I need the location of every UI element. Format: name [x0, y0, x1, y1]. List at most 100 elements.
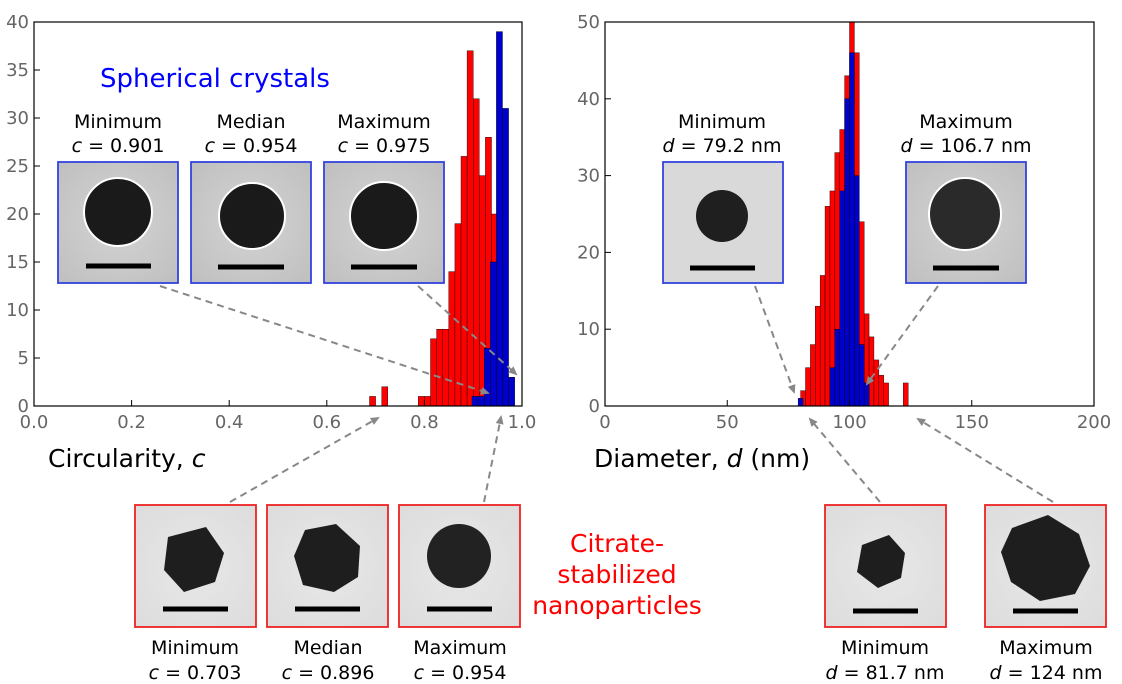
y-tick-label: 30: [6, 108, 29, 129]
x-tick-label: 0.6: [312, 412, 341, 433]
histogram-bar: [466, 50, 474, 407]
histogram-bar: [473, 98, 480, 407]
inset-caption-title: Minimum: [678, 111, 766, 133]
particle-shape: [349, 181, 419, 251]
histogram-bar: [381, 386, 389, 407]
y-tick-label: 40: [577, 89, 600, 110]
histogram-bar: [454, 223, 462, 407]
x-tick-label: 150: [955, 412, 989, 433]
histogram-bar: [844, 98, 850, 407]
left-x-axis-label: Circularity, c: [48, 444, 206, 473]
x-tick-label: 200: [1077, 412, 1111, 433]
histogram-bar: [436, 329, 443, 407]
y-tick-label: 35: [6, 60, 29, 81]
x-tick-label: 0.4: [215, 412, 244, 433]
right-blue-inset-max: Maximum d = 106.7 nm: [900, 111, 1032, 284]
citrate-title-line-3: nanoparticles: [532, 591, 702, 620]
histogram-bar: [477, 396, 485, 407]
arrow-right-red-min: [808, 417, 881, 503]
arrow-left-blue-min: [159, 285, 490, 395]
inset-caption-value: c = 0.954: [205, 135, 298, 157]
particle-shape: [164, 527, 224, 592]
left-blue-inset-median: Median c = 0.954: [190, 111, 312, 284]
inset-caption-title: Maximum: [337, 111, 431, 133]
inset-caption-title: Median: [216, 111, 285, 133]
particle-shape: [857, 535, 905, 588]
left-red-inset-min: Minimum c = 0.703: [134, 504, 257, 684]
arrow-left-red-min: [229, 417, 380, 503]
arrow-left-blue-max: [417, 285, 518, 376]
citrate-title-line-1: Citrate-: [570, 529, 664, 558]
arrow-right-blue-max: [865, 285, 939, 386]
x-tick-label: 0.2: [117, 412, 146, 433]
histogram-bar: [903, 382, 909, 407]
inset-caption-value: c = 0.896: [282, 662, 375, 684]
citrate-title-line-2: stabilized: [557, 560, 676, 589]
histogram-bar: [418, 396, 425, 407]
y-tick-label: 0: [589, 396, 600, 417]
histogram-bar: [369, 396, 376, 407]
right-red-inset-min: Minimum d = 81.7 nm: [824, 504, 947, 684]
left-tick-labels: 0.0 0.2 0.4 0.6 0.8 1.0 0 5 10 15 20 25 30 35 40: [6, 12, 536, 433]
particle-shape: [1001, 515, 1090, 601]
histogram-bar: [834, 329, 840, 407]
histogram-bar: [805, 367, 811, 407]
inset-caption-value: c = 0.975: [338, 135, 431, 157]
histogram-bar: [815, 305, 821, 407]
x-tick-label: 1.0: [508, 412, 537, 433]
histogram-bar: [797, 398, 804, 407]
left-red-inset-max: Maximum c = 0.954: [398, 504, 521, 684]
histogram-bar: [868, 336, 875, 407]
y-tick-label: 20: [577, 242, 600, 263]
particle-shape: [294, 524, 360, 592]
histogram-bar: [430, 338, 437, 407]
y-tick-label: 10: [6, 300, 29, 321]
histogram-bar: [849, 52, 855, 407]
inset-caption-title: Median: [293, 637, 362, 659]
histogram-bar: [824, 206, 831, 407]
histogram-bar: [883, 382, 889, 407]
inset-caption-value: c = 0.901: [72, 135, 165, 157]
y-tick-label: 30: [577, 166, 600, 187]
y-tick-label: 0: [18, 396, 29, 417]
y-tick-label: 50: [577, 12, 600, 33]
inset-caption-title: Minimum: [74, 111, 162, 133]
histogram-bar: [424, 396, 431, 407]
histogram-bar: [810, 344, 816, 407]
particle-shape: [928, 177, 1002, 251]
x-tick-label: 0: [599, 412, 610, 433]
histogram-bar: [471, 396, 479, 407]
histogram-bar: [460, 156, 468, 407]
inset-caption-title: Minimum: [151, 637, 239, 659]
y-tick-label: 40: [6, 12, 29, 33]
inset-caption-value: d = 81.7 nm: [826, 662, 945, 684]
x-tick-label: 0.8: [410, 412, 439, 433]
left-histogram-bars: [369, 31, 515, 407]
left-red-inset-median: Median c = 0.896: [266, 504, 389, 684]
particle-shape: [218, 182, 286, 250]
histogram-bar: [490, 261, 497, 407]
particle-shape: [427, 524, 491, 588]
histogram-bar: [448, 271, 456, 407]
inset-caption-value: d = 124 nm: [990, 662, 1103, 684]
histogram-bar: [863, 382, 870, 407]
y-tick-label: 20: [6, 204, 29, 225]
histogram-bar: [496, 31, 503, 407]
right-chart: 0 50 100 150 200 0 10 20 30 40 50 Diameter, d (nm)…: [577, 12, 1111, 684]
inset-caption-value: c = 0.954: [414, 662, 507, 684]
arrow-right-blue-min: [754, 285, 796, 394]
histogram-bar: [854, 175, 860, 407]
y-tick-label: 25: [6, 156, 29, 177]
arrow-right-red-max: [916, 417, 1054, 503]
particle-shape: [83, 177, 153, 247]
particle-shape: [696, 190, 748, 242]
inset-caption-title: Maximum: [413, 637, 507, 659]
histogram-bar: [829, 367, 836, 407]
callout-arrows: [159, 285, 1054, 503]
x-tick-label: 50: [716, 412, 739, 433]
histogram-bar: [819, 275, 826, 407]
left-blue-inset-min: Minimum c = 0.901: [57, 111, 179, 284]
inset-caption-title: Minimum: [841, 637, 929, 659]
inset-caption-value: d = 79.2 nm: [663, 135, 782, 157]
